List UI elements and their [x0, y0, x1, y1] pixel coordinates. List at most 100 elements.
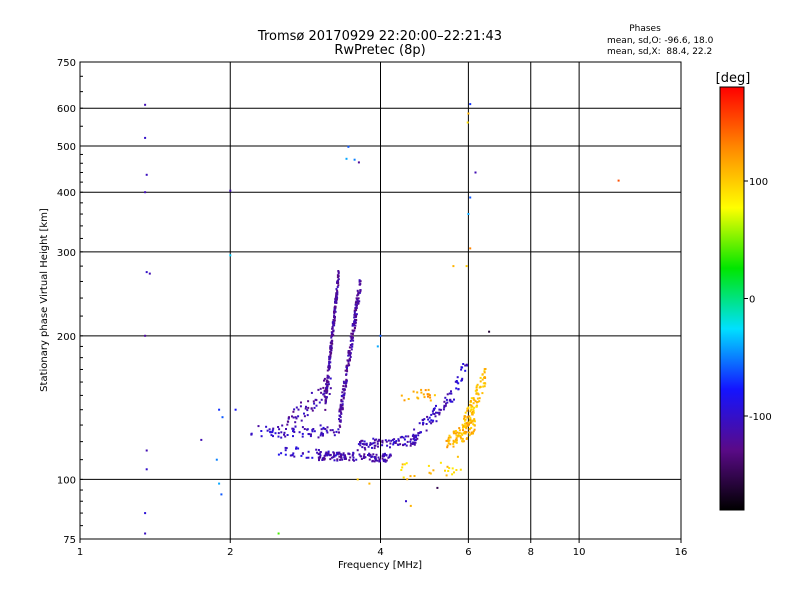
- data-point: [348, 352, 351, 355]
- data-point: [383, 453, 386, 456]
- data-point: [482, 385, 485, 388]
- data-point: [464, 411, 467, 414]
- data-point: [377, 456, 380, 459]
- data-point: [460, 379, 463, 382]
- data-point: [412, 390, 415, 393]
- data-point: [342, 452, 345, 455]
- data-point: [339, 453, 342, 456]
- data-point: [357, 161, 360, 164]
- data-point: [329, 458, 332, 461]
- colorbar-tick-label: 100: [749, 177, 768, 188]
- data-point: [470, 397, 473, 400]
- data-point: [295, 447, 297, 450]
- data-point: [462, 429, 464, 432]
- data-point: [429, 472, 432, 475]
- data-point: [454, 440, 457, 443]
- data-point: [287, 417, 290, 420]
- data-point: [467, 421, 470, 424]
- data-point: [352, 339, 355, 342]
- data-point: [449, 443, 452, 446]
- data-point: [340, 398, 343, 401]
- data-point: [474, 171, 477, 174]
- data-point: [435, 411, 437, 414]
- data-point: [353, 312, 356, 315]
- data-point: [310, 391, 313, 394]
- data-point: [479, 386, 482, 388]
- data-point: [369, 442, 372, 445]
- data-point: [400, 469, 403, 471]
- data-point: [413, 428, 416, 431]
- data-point: [381, 444, 384, 447]
- data-point: [347, 145, 350, 148]
- chart-subtitle: RwPretec (8p): [334, 43, 425, 58]
- data-point: [384, 460, 387, 463]
- data-point: [454, 430, 457, 432]
- data-point: [368, 458, 371, 461]
- data-point: [281, 424, 284, 427]
- data-point: [335, 288, 338, 291]
- data-point: [294, 425, 297, 428]
- data-point: [348, 350, 351, 352]
- colorbar-ticks: 100 0 -100: [744, 177, 772, 423]
- data-point: [488, 330, 491, 333]
- data-point: [404, 435, 407, 438]
- data-point: [405, 444, 408, 447]
- data-point: [303, 415, 306, 418]
- data-point: [328, 358, 331, 361]
- data-point: [472, 432, 474, 435]
- data-point: [354, 324, 357, 327]
- data-point: [307, 406, 310, 409]
- colorbar: [719, 86, 745, 511]
- data-point: [286, 423, 289, 426]
- data-point: [373, 439, 376, 442]
- data-point: [470, 426, 473, 429]
- data-point: [455, 437, 458, 440]
- data-point: [218, 408, 221, 411]
- data-point: [472, 411, 475, 414]
- data-point: [424, 389, 427, 392]
- data-point: [336, 281, 339, 284]
- data-point: [455, 434, 458, 437]
- data-point: [444, 396, 447, 399]
- data-point: [266, 429, 269, 432]
- x-tick-label: 4: [377, 547, 383, 558]
- data-point: [376, 440, 379, 443]
- data-point: [339, 420, 342, 423]
- data-point: [397, 439, 400, 442]
- data-point: [338, 410, 341, 413]
- data-point: [373, 441, 376, 444]
- data-point: [334, 300, 336, 303]
- data-point: [467, 213, 470, 215]
- data-point: [347, 350, 350, 352]
- data-point: [384, 439, 387, 442]
- data-point: [324, 408, 327, 411]
- grid-lines: [80, 62, 681, 539]
- data-point: [449, 398, 452, 401]
- data-point: [144, 103, 147, 106]
- data-point: [331, 327, 334, 330]
- data-point: [356, 294, 359, 297]
- data-point: [346, 370, 349, 373]
- data-point: [416, 391, 419, 394]
- data-point: [478, 400, 481, 403]
- data-point: [349, 344, 352, 346]
- data-point: [343, 382, 346, 385]
- data-point: [339, 425, 342, 428]
- data-point: [456, 435, 459, 438]
- data-point: [403, 399, 406, 402]
- data-point: [328, 368, 331, 371]
- data-point: [458, 434, 461, 437]
- data-point: [145, 173, 148, 176]
- data-point: [334, 454, 337, 457]
- data-point: [355, 307, 358, 309]
- data-point: [325, 397, 328, 400]
- data-point: [355, 315, 358, 317]
- data-point: [465, 431, 468, 433]
- data-point: [472, 423, 475, 426]
- data-point: [326, 426, 329, 429]
- data-point: [435, 404, 437, 407]
- data-point: [277, 532, 280, 535]
- data-point: [319, 454, 322, 457]
- data-point: [350, 348, 353, 351]
- data-point: [337, 270, 340, 272]
